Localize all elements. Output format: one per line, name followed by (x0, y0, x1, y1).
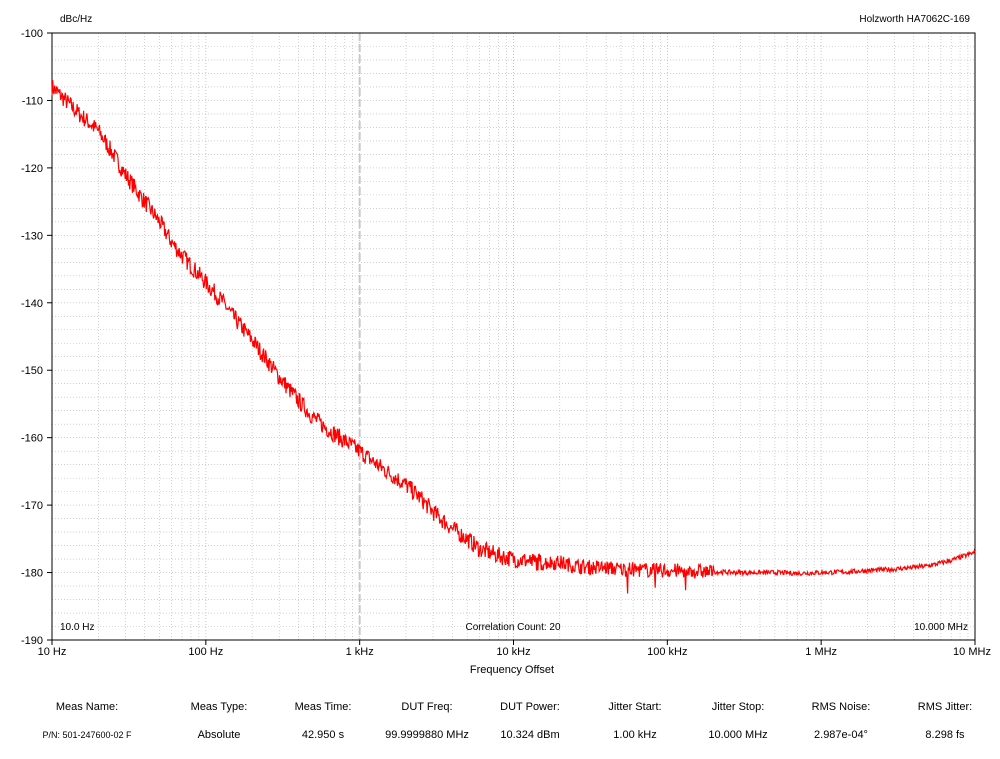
phase-noise-chart: -100 -110 -120 -130 -140 -150 -160 -170 -180 -190… (21, 14, 991, 676)
summary-value: 1.00 kHz (613, 729, 657, 741)
summary-header: Meas Type: (190, 701, 248, 713)
x-tick-label: 1 kHz (346, 646, 374, 658)
y-tick-label: -190 (21, 635, 43, 647)
y-tick-label: -150 (21, 365, 43, 377)
y-tick-label: -100 (21, 28, 43, 40)
instrument-label: Holzworth HA7062C-169 (859, 14, 970, 25)
y-tick-label: -120 (21, 163, 43, 175)
x-axis-title: Frequency Offset (470, 664, 554, 676)
annotation-stop: 10.000 MHz (914, 622, 968, 633)
summary-header: RMS Jitter: (917, 701, 973, 713)
summary-column: Meas Type: Absolute (159, 700, 279, 742)
summary-value: 99.9999880 MHz (385, 729, 469, 741)
x-tick-label: 100 Hz (188, 646, 223, 658)
annotation-correlation-count: Correlation Count: 20 (465, 622, 560, 633)
measurement-summary: Meas Name: P/N: 501-247600-02 F Meas Type:… (0, 700, 1000, 750)
summary-column: RMS Noise: 2.987e-04° (781, 700, 901, 742)
x-axis-ticks: 10 Hz 100 Hz 1 kHz 10 kHz 100 kHz 1 MHz 10 MHz (38, 640, 991, 658)
summary-value: 42.950 s (301, 729, 345, 741)
summary-header: DUT Power: (500, 701, 560, 713)
summary-column: DUT Power: 10.324 dBm (470, 700, 590, 742)
summary-header: Meas Name: (55, 701, 119, 713)
x-tick-label: 10 MHz (953, 646, 991, 658)
summary-header: DUT Freq: (401, 701, 453, 713)
y-axis-label: dBc/Hz (60, 14, 92, 25)
summary-header: Jitter Stop: (711, 701, 765, 713)
summary-header: RMS Noise: (811, 701, 871, 713)
summary-column: DUT Freq: 99.9999880 MHz (367, 700, 487, 742)
summary-value: 2.987e-04° (814, 729, 868, 741)
summary-value: P/N: 501-247600-02 F (42, 730, 132, 740)
x-tick-label: 100 kHz (647, 646, 687, 658)
summary-value: 10.324 dBm (500, 729, 560, 741)
y-tick-label: -160 (21, 433, 43, 445)
y-tick-label: -170 (21, 500, 43, 512)
series-line-phase-noise (51, 80, 976, 594)
summary-value: Absolute (197, 729, 241, 741)
annotation-start: 10.0 Hz (60, 622, 94, 633)
x-tick-label: 10 kHz (496, 646, 530, 658)
grid-lines (51, 32, 976, 641)
summary-header: Meas Time: (294, 701, 352, 713)
summary-value: 10.000 MHz (708, 729, 768, 741)
y-tick-label: -110 (22, 95, 43, 107)
summary-header: Jitter Start: (608, 701, 662, 713)
x-tick-label: 1 MHz (805, 646, 837, 658)
summary-column: Jitter Start: 1.00 kHz (575, 700, 695, 742)
x-tick-label: 10 Hz (38, 646, 67, 658)
y-tick-label: -130 (21, 230, 43, 242)
summary-column: Meas Name: P/N: 501-247600-02 F (27, 700, 147, 742)
summary-column: Jitter Stop: 10.000 MHz (678, 700, 798, 742)
y-tick-label: -180 (21, 568, 43, 580)
summary-column: RMS Jitter: 8.298 fs (885, 700, 1000, 742)
summary-column: Meas Time: 42.950 s (263, 700, 383, 742)
y-axis-ticks: -100 -110 -120 -130 -140 -150 -160 -170 -180 -190 (21, 28, 52, 647)
summary-value: 8.298 fs (925, 729, 965, 741)
y-tick-label: -140 (21, 298, 43, 310)
